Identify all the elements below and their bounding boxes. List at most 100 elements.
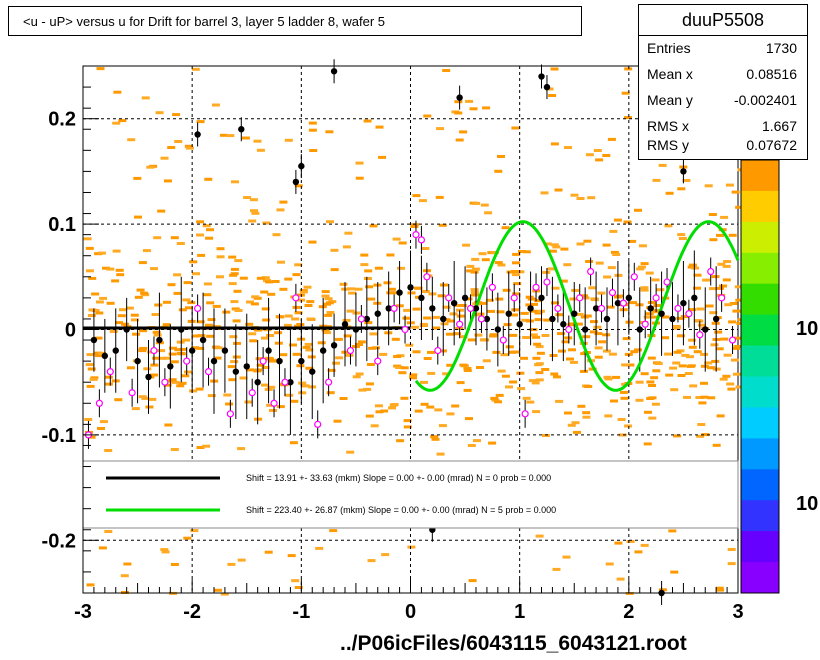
hist-cell — [390, 291, 399, 295]
hist-cell — [583, 239, 592, 243]
hist-cell — [511, 273, 520, 277]
hist-cell — [550, 243, 559, 247]
hist-cell — [682, 179, 691, 182]
hist-cell — [658, 588, 667, 592]
hist-cell — [176, 340, 185, 344]
hist-cell — [648, 384, 656, 387]
hist-cell — [562, 555, 571, 559]
hist-cell — [369, 224, 378, 228]
hist-cell — [302, 345, 311, 349]
hist-cell — [146, 165, 155, 169]
hist-cell — [395, 366, 404, 369]
hist-cell — [327, 368, 336, 372]
hist-cell — [616, 577, 625, 581]
hist-cell — [181, 374, 190, 378]
hist-cell — [427, 371, 436, 375]
hist-cell — [167, 146, 176, 149]
hist-cell — [536, 309, 545, 313]
profile-point — [483, 315, 491, 323]
profile-point — [658, 310, 665, 317]
hist-cell — [728, 320, 737, 324]
hist-cell — [665, 191, 674, 195]
hist-cell — [686, 355, 694, 359]
x-tick-label: -2 — [183, 601, 201, 623]
profile-point — [101, 352, 109, 360]
hist-cell — [497, 369, 506, 373]
hist-cell — [154, 303, 163, 307]
hist-cell — [512, 252, 521, 256]
hist-cell — [635, 380, 644, 384]
hist-cell — [152, 356, 161, 360]
hist-cell — [305, 348, 314, 352]
hist-cell — [185, 306, 193, 310]
hist-cell — [716, 233, 724, 237]
hist-cell — [604, 414, 613, 418]
hist-cell — [113, 90, 122, 94]
hist-cell — [571, 288, 580, 292]
hist-cell — [231, 307, 240, 311]
hist-cell — [184, 370, 192, 374]
hist-cell — [229, 335, 238, 339]
hist-cell — [522, 396, 531, 400]
hist-cell — [158, 356, 167, 360]
hist-cell — [386, 253, 395, 257]
hist-cell — [95, 300, 104, 304]
hist-cell — [239, 376, 248, 380]
hist-cell — [97, 251, 106, 255]
hist-cell — [558, 349, 566, 353]
hist-cell — [178, 347, 187, 351]
hist-cell — [732, 309, 741, 313]
hist-cell — [173, 291, 182, 295]
hist-cell — [490, 396, 499, 400]
hist-cell — [454, 111, 463, 115]
hist-cell — [111, 279, 120, 283]
hist-cell — [554, 188, 563, 192]
hist-cell — [412, 350, 421, 354]
hist-cell — [494, 400, 502, 404]
hist-cell — [274, 331, 283, 335]
hist-cell — [334, 337, 343, 341]
hist-cell — [623, 220, 632, 224]
hist-cell — [109, 329, 118, 333]
profile-point — [614, 299, 622, 307]
hist-cell — [722, 374, 731, 378]
hist-cell — [709, 311, 718, 315]
hist-cell — [94, 354, 103, 358]
hist-cell — [363, 119, 372, 123]
hist-cell — [346, 450, 355, 454]
hist-cell — [272, 233, 281, 237]
hist-cell — [462, 243, 471, 247]
hist-cell — [176, 384, 185, 388]
hist-cell — [551, 301, 559, 305]
hist-cell — [89, 377, 98, 381]
hist-cell — [192, 272, 200, 276]
hist-cell — [571, 421, 580, 425]
hist-cell — [731, 190, 740, 194]
outlier-point — [238, 126, 245, 133]
hist-cell — [604, 377, 613, 381]
hist-cell — [688, 345, 697, 349]
hist-cell — [177, 352, 186, 356]
hist-cell — [442, 305, 451, 309]
hist-cell — [400, 396, 409, 400]
hist-cell — [459, 363, 468, 367]
hist-cell — [602, 349, 611, 353]
hist-cell — [388, 406, 396, 410]
hist-cell — [219, 133, 228, 137]
outlier-point — [292, 178, 300, 186]
hist-cell — [279, 353, 288, 357]
hist-cell — [626, 363, 635, 367]
hist-cell — [248, 332, 257, 336]
hist-cell — [279, 287, 288, 291]
hist-cell — [478, 252, 487, 256]
hist-cell — [292, 352, 301, 356]
hist-cell — [677, 187, 686, 191]
hist-cell — [222, 310, 231, 314]
hist-cell — [164, 423, 173, 427]
hist-cell — [637, 265, 646, 269]
hist-cell — [494, 261, 503, 265]
hist-cell — [535, 345, 544, 349]
profile-point — [461, 294, 469, 302]
hist-cell — [170, 448, 179, 451]
hist-cell — [700, 381, 708, 385]
